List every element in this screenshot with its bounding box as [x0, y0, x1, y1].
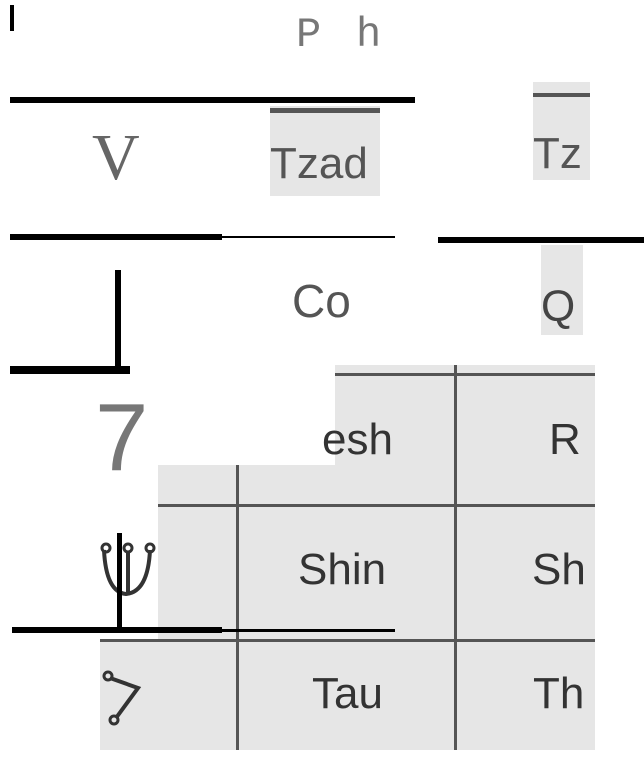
rule — [10, 234, 222, 240]
grid-line — [454, 365, 457, 750]
patch — [270, 106, 380, 196]
shin-icon — [100, 542, 112, 554]
letter: P — [296, 11, 322, 59]
grid-line — [158, 504, 595, 507]
cell: esh — [322, 415, 393, 464]
rule — [115, 270, 121, 370]
tau-icon — [102, 670, 114, 682]
letter: h — [356, 11, 382, 59]
rule — [533, 93, 590, 97]
label: Q — [541, 282, 576, 331]
rule — [438, 237, 644, 243]
icons — [100, 542, 156, 726]
rule — [270, 108, 380, 113]
rule — [12, 627, 222, 633]
tau-icon — [108, 714, 120, 726]
rule — [10, 97, 415, 103]
patch — [158, 465, 595, 640]
grid-line — [335, 373, 595, 376]
rule — [222, 629, 395, 632]
letter: V — [92, 121, 140, 194]
patch — [100, 640, 595, 750]
patch — [533, 82, 590, 180]
label: Co — [292, 275, 351, 327]
cell: Th — [533, 669, 585, 718]
shin-icon — [102, 549, 152, 597]
rule — [117, 533, 122, 630]
cell: R — [549, 415, 581, 464]
cell: Tau — [312, 669, 383, 718]
patch — [335, 365, 595, 465]
grid-line — [236, 465, 239, 750]
rule — [222, 236, 395, 238]
shin-icon — [122, 542, 134, 554]
label: Tz — [533, 129, 582, 178]
label: Tzad — [270, 139, 368, 188]
cell: Sh — [532, 545, 586, 594]
grid-line — [100, 639, 595, 642]
bar — [10, 5, 14, 31]
digit: 7 — [95, 384, 149, 491]
shin-icon — [144, 542, 156, 554]
patch — [541, 245, 583, 335]
cell: Shin — [298, 545, 387, 594]
tau-icon — [109, 676, 142, 720]
rule — [10, 366, 130, 374]
